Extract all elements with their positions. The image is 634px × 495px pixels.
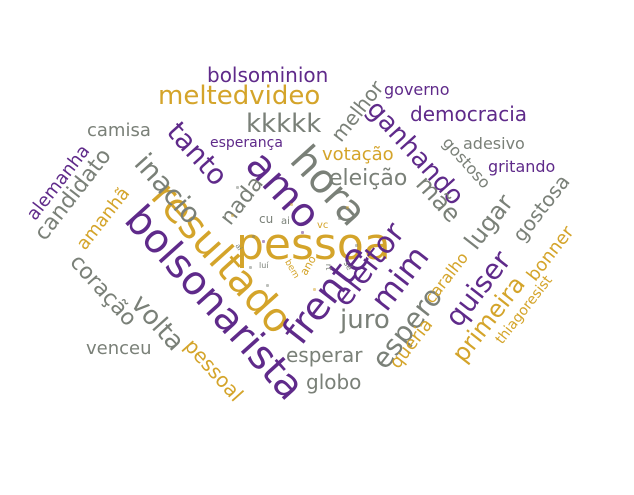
word-votacao: votação (322, 144, 394, 165)
tiny-word-mark (301, 231, 304, 234)
tiny-word-mark (249, 266, 252, 269)
tiny-word-mark (231, 214, 234, 217)
tiny-word-mark (252, 235, 255, 238)
tiny-word-mark (266, 284, 269, 287)
word-pessoa: pessoa (236, 219, 391, 270)
tiny-word-mark (355, 244, 358, 247)
word-camisa: camisa (87, 120, 151, 141)
tiny-word-mark (346, 206, 349, 209)
tiny-word-mark (236, 186, 239, 189)
word-cu: cu (259, 212, 274, 226)
word-lugar: lugar (458, 189, 519, 255)
word-governo: governo (384, 80, 450, 99)
word-esperar: esperar (286, 343, 363, 367)
word-lui: luí (259, 261, 269, 270)
word-bolsominion: bolsominion (207, 63, 329, 87)
word-democracia: democracia (410, 102, 528, 126)
word-rt: rt (324, 263, 334, 271)
word-juro: juro (340, 305, 390, 335)
word-esperanca: esperança (210, 135, 283, 151)
tiny-word-mark (313, 288, 316, 291)
tiny-word-mark (290, 203, 293, 206)
word-adesivo: adesivo (463, 134, 525, 153)
word-coracao: coração (64, 249, 142, 332)
word-gritando: gritando (488, 157, 556, 176)
tiny-word-mark (338, 217, 341, 220)
word-globo: globo (306, 370, 362, 394)
word-eleicao: eleição (329, 166, 408, 191)
tiny-word-mark (262, 240, 265, 243)
word-meltedvideo: meltedvideo (158, 81, 321, 111)
word-venceu: venceu (86, 338, 152, 359)
word-vc: vc (317, 220, 329, 231)
word-kkkkk: kkkkk (246, 109, 322, 139)
word-ai: ai (281, 216, 290, 227)
